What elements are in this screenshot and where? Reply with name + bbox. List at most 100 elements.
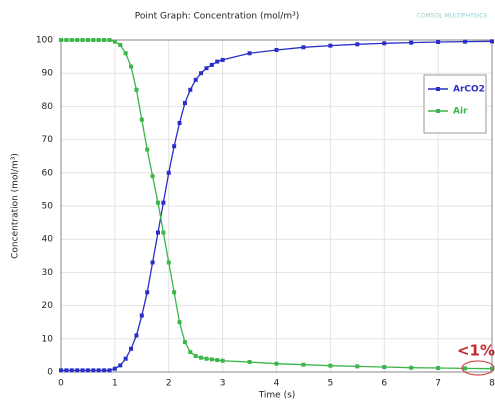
point-marker xyxy=(172,290,177,295)
point-marker xyxy=(91,368,96,373)
logo: COMSOL MULTIPHYSICS xyxy=(417,13,488,20)
x-tick-label: 8 xyxy=(489,379,495,389)
point-marker xyxy=(64,38,69,42)
legend-marker xyxy=(436,87,440,91)
plot-area: 0 10 20 30 40 50 60 70 80 90 100 0 1 2 3 4 5 6 7 8 ArCO2 Air xyxy=(36,36,495,389)
x-tick-label: 0 xyxy=(58,379,64,389)
point-marker xyxy=(409,40,414,45)
x-tick-label: 6 xyxy=(381,379,387,389)
y-tick-label: 60 xyxy=(42,168,54,178)
point-marker xyxy=(220,57,225,62)
point-marker xyxy=(215,59,220,64)
legend-label: Air xyxy=(453,107,468,117)
y-tick-label: 30 xyxy=(42,268,54,278)
annotation-circle xyxy=(461,360,495,376)
point-marker xyxy=(209,357,214,362)
x-tick-label: 1 xyxy=(112,379,118,389)
point-marker xyxy=(64,368,69,373)
point-marker xyxy=(118,363,123,368)
point-marker xyxy=(96,368,101,373)
point-marker xyxy=(193,77,198,82)
point-marker xyxy=(161,200,166,205)
point-marker xyxy=(328,363,333,368)
point-marker xyxy=(490,39,494,44)
chart-title: Point Graph: Concentration (mol/m³) xyxy=(135,12,299,22)
x-tick-label: 7 xyxy=(435,379,441,389)
point-marker xyxy=(247,360,252,365)
point-marker xyxy=(166,260,171,265)
point-marker xyxy=(193,354,198,359)
point-marker xyxy=(274,361,279,366)
point-marker xyxy=(145,147,150,152)
point-marker xyxy=(139,117,144,122)
point-marker xyxy=(301,45,306,50)
x-tick-label: 5 xyxy=(328,379,334,389)
y-axis-label: Concentration (mol/m³) xyxy=(11,153,21,259)
point-marker xyxy=(204,66,209,71)
plot-frame xyxy=(60,39,493,373)
point-marker xyxy=(139,313,144,318)
point-marker xyxy=(382,41,387,46)
point-marker xyxy=(215,358,220,363)
point-marker xyxy=(166,170,171,175)
y-tick-label: 90 xyxy=(42,69,54,79)
point-marker xyxy=(75,368,80,373)
point-marker xyxy=(436,39,441,44)
point-marker xyxy=(177,320,182,325)
point-marker xyxy=(123,51,128,56)
point-marker xyxy=(199,71,204,76)
point-marker xyxy=(490,366,494,371)
point-marker xyxy=(129,346,134,351)
point-marker xyxy=(355,42,360,47)
point-marker xyxy=(328,43,333,48)
point-marker xyxy=(107,368,112,373)
legend-marker xyxy=(436,109,440,113)
x-tick-label: 3 xyxy=(220,379,226,389)
point-marker xyxy=(199,355,204,360)
point-marker xyxy=(274,47,279,52)
point-marker xyxy=(112,366,117,371)
point-marker xyxy=(301,362,306,367)
point-marker xyxy=(118,42,123,47)
point-marker xyxy=(129,64,134,69)
point-marker xyxy=(182,340,187,345)
point-marker xyxy=(188,350,193,355)
y-tick-label: 80 xyxy=(42,102,54,112)
point-marker xyxy=(436,366,441,371)
point-marker xyxy=(150,174,155,179)
y-tick-label: 20 xyxy=(42,301,54,311)
point-marker xyxy=(150,260,155,265)
point-marker xyxy=(75,38,80,42)
y-tick-label: 10 xyxy=(42,334,54,344)
point-marker xyxy=(123,356,128,361)
point-marker xyxy=(112,39,117,44)
point-marker xyxy=(107,38,112,42)
point-marker xyxy=(155,200,160,205)
point-marker xyxy=(409,365,414,370)
point-marker xyxy=(247,51,252,56)
point-marker xyxy=(102,368,107,373)
point-marker xyxy=(188,87,193,92)
y-tick-label: 40 xyxy=(42,235,54,245)
point-marker xyxy=(134,333,139,338)
y-tick-label: 0 xyxy=(47,368,53,378)
point-marker xyxy=(355,364,360,369)
point-marker xyxy=(80,38,85,42)
point-marker xyxy=(69,368,74,373)
point-marker xyxy=(69,38,74,42)
point-marker xyxy=(102,38,107,42)
point-marker xyxy=(177,121,182,125)
point-marker xyxy=(96,38,101,42)
point-marker xyxy=(91,38,96,42)
point-marker xyxy=(134,87,139,92)
legend-label: ArCO2 xyxy=(453,85,485,95)
point-marker xyxy=(382,365,387,370)
point-marker xyxy=(161,230,166,235)
y-tick-label: 50 xyxy=(42,202,54,212)
x-tick-label: 4 xyxy=(274,379,280,389)
point-marker xyxy=(463,39,468,44)
point-marker xyxy=(80,368,85,373)
point-marker xyxy=(59,368,63,373)
